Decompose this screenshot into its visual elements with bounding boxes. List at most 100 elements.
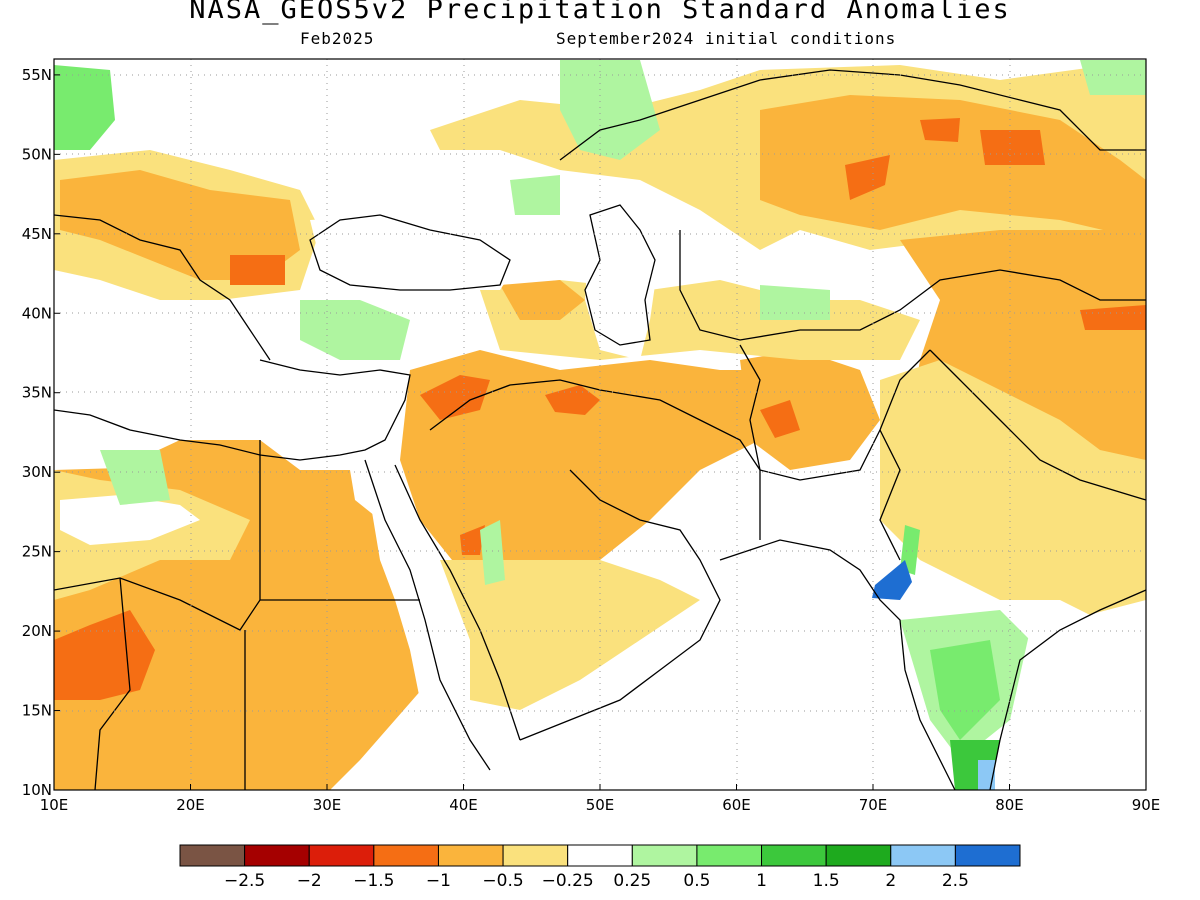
border (94, 577, 131, 790)
colorbar-label: 2 (885, 871, 896, 891)
colorbar-swatch (954, 844, 1021, 867)
coastline (54, 359, 411, 461)
lat-axis: 10N 15N 20N 25N 30N 35N 40N 45N 50N 55N (22, 66, 60, 799)
anomaly-region (930, 640, 1000, 740)
coastline (519, 469, 721, 741)
lon-tick-label: 60E (722, 796, 751, 814)
colorbar-swatch (308, 844, 375, 867)
anomaly-region (880, 360, 1146, 620)
anomaly-region (400, 350, 760, 580)
lat-tick-label: 30N (22, 463, 52, 481)
colorbar-swatch (761, 844, 827, 867)
colorbar-swatch (567, 844, 633, 867)
colorbar-label: 1 (756, 871, 767, 891)
lon-tick-label: 70E (859, 796, 888, 814)
anomaly-region (54, 610, 155, 700)
masked-sea (585, 210, 660, 360)
anomaly-region (60, 495, 200, 545)
colorbar-label: 0.25 (613, 871, 651, 891)
border (429, 379, 761, 540)
anomaly-region (480, 520, 505, 585)
lat-tick-label: 50N (22, 145, 52, 163)
lat-tick-label: 20N (22, 622, 52, 640)
colorbar-swatch (244, 844, 310, 867)
initial-conditions: September2024 initial conditions (556, 29, 897, 48)
anomaly-region (420, 375, 490, 420)
colorbar-swatch (373, 844, 439, 867)
colorbar-swatch (502, 844, 569, 867)
lat-tick-label: 40N (22, 304, 52, 322)
anomaly-region (740, 350, 880, 470)
lon-tick-label: 30E (313, 796, 342, 814)
anomaly-field (54, 60, 1146, 790)
colorbar-label: −0.5 (482, 871, 523, 891)
lon-tick-label: 20E (176, 796, 205, 814)
lon-tick-label: 90E (1132, 796, 1161, 814)
coastlines (54, 69, 1146, 790)
lat-tick-label: 35N (22, 384, 52, 402)
border (54, 577, 420, 631)
coastline (309, 214, 511, 291)
anomaly-region (980, 130, 1045, 165)
grid (54, 59, 1146, 790)
anomaly-region (460, 525, 485, 555)
border (559, 69, 1146, 161)
colorbar-label: −2.5 (224, 871, 265, 891)
border (929, 349, 1146, 501)
colorbar-label: −1 (426, 871, 451, 891)
anomaly-region (60, 170, 300, 280)
anomaly-region (54, 65, 115, 150)
forecast-month: Feb2025 (300, 29, 375, 48)
border (879, 429, 901, 561)
border (679, 230, 1146, 341)
masked-sea (520, 540, 940, 790)
colorbar-label: 2.5 (942, 871, 969, 891)
masked-sea (54, 320, 405, 465)
anomaly-region (760, 95, 1146, 240)
colorbar-label: −2 (297, 871, 322, 891)
lat-tick-label: 15N (22, 702, 52, 720)
lat-tick-label: 25N (22, 543, 52, 561)
anomaly-region (978, 760, 995, 790)
colorbar-label: −1.5 (353, 871, 394, 891)
lat-tick-label: 45N (22, 225, 52, 243)
anomaly-region (1080, 60, 1146, 95)
masked-sea (370, 500, 470, 740)
colorbar-label: 1.5 (813, 871, 840, 891)
colorbar-swatch (631, 844, 698, 867)
colorbar: −2.5 −2 −1.5 −1 −0.5 −0.25 0.25 0.5 1 1.5 2 2.5 (179, 844, 1021, 891)
lon-tick-label: 50E (586, 796, 615, 814)
lon-tick-label: 40E (449, 796, 478, 814)
anomaly-region (920, 118, 960, 142)
colorbar-swatch (696, 844, 763, 867)
masked-sea (310, 215, 520, 290)
anomaly-region (230, 255, 285, 285)
colorbar-swatch (179, 844, 246, 867)
coastline (989, 589, 1146, 790)
anomaly-region (760, 400, 800, 438)
colorbar-swatch (890, 844, 956, 867)
colorbar-label: 0.5 (683, 871, 710, 891)
coastline (54, 214, 271, 361)
lon-axis: 10E 20E 30E 40E 50E 60E 70E 80E 90E (40, 784, 1161, 814)
anomaly-region (100, 450, 170, 505)
anomaly-region (872, 560, 912, 600)
coastline (719, 539, 956, 790)
coastline (394, 464, 521, 741)
border (739, 344, 931, 481)
map-title: NASA_GEOS5v2 Precipitation Standard Anom… (189, 0, 1011, 25)
anomaly-region (440, 560, 700, 710)
anomaly-region (760, 285, 830, 320)
coastline (364, 459, 491, 771)
anomaly-region (1080, 305, 1146, 330)
anomaly-region (845, 155, 890, 200)
anomaly-region (500, 280, 585, 320)
lon-tick-label: 80E (995, 796, 1024, 814)
anomaly-region (300, 300, 410, 360)
colorbar-label: −0.25 (542, 871, 594, 891)
lon-tick-label: 10E (40, 796, 69, 814)
colorbar-swatch (437, 844, 504, 867)
anomaly-region (510, 175, 560, 215)
lat-tick-label: 55N (22, 66, 52, 84)
